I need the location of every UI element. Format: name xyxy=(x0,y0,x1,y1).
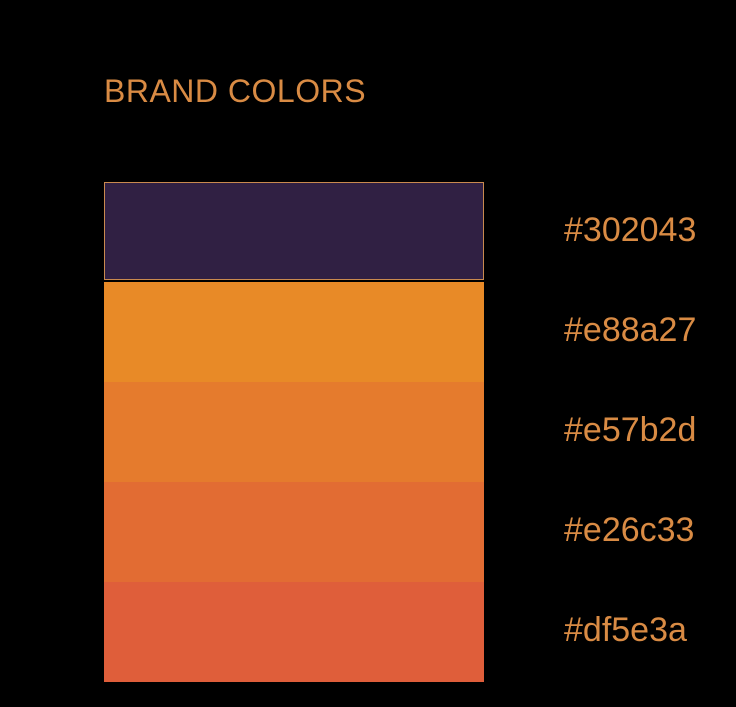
palette-row: #e88a27 xyxy=(104,282,696,382)
color-swatch xyxy=(104,282,484,382)
hex-label: #e88a27 xyxy=(564,311,697,349)
color-swatch xyxy=(104,182,484,280)
color-palette: #302043 #e88a27 #e57b2d #e26c33 #df5e3a xyxy=(104,182,696,682)
palette-row: #e57b2d xyxy=(104,382,696,482)
hex-label: #e57b2d xyxy=(564,411,697,449)
hex-label: #df5e3a xyxy=(564,611,687,649)
color-swatch xyxy=(104,382,484,482)
color-swatch xyxy=(104,482,484,582)
palette-row: #df5e3a xyxy=(104,582,687,682)
palette-row: #302043 xyxy=(104,182,696,282)
hex-label: #e26c33 xyxy=(564,511,695,549)
page-title: BRAND COLORS xyxy=(104,73,367,109)
hex-label: #302043 xyxy=(564,211,697,249)
palette-row: #e26c33 xyxy=(104,482,694,582)
color-swatch xyxy=(104,582,484,682)
